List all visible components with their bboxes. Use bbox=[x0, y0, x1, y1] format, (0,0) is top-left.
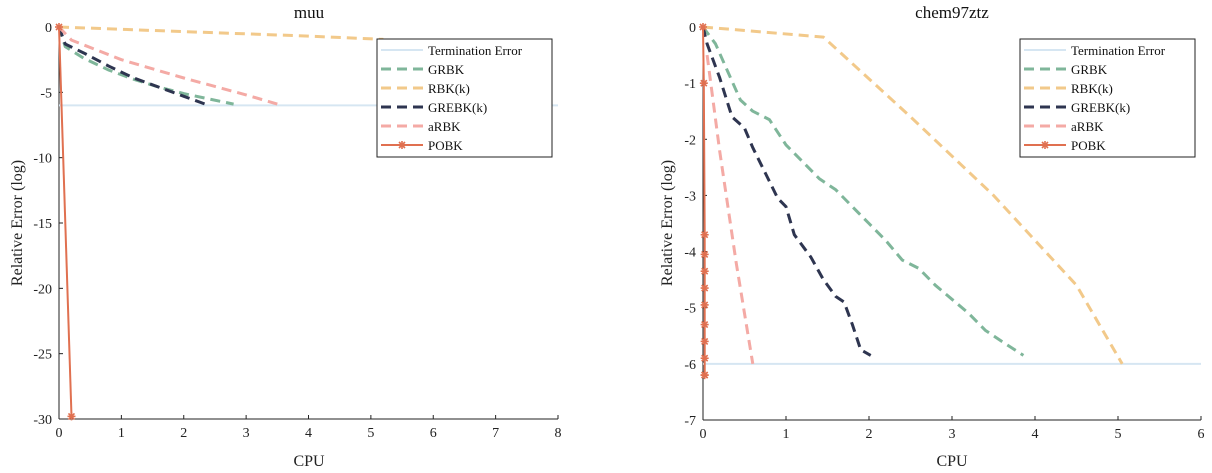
x-tick-label: 0 bbox=[56, 426, 63, 441]
y-tick-label: 0 bbox=[689, 21, 696, 36]
y-tick-label: -1 bbox=[684, 77, 696, 92]
y-tick-label: -10 bbox=[33, 152, 52, 167]
x-tick-label: 6 bbox=[1198, 427, 1205, 442]
series-line-rbk-k bbox=[58, 25, 384, 41]
y-tick-label: -25 bbox=[33, 348, 52, 363]
marker-stroke bbox=[55, 23, 63, 31]
x-tick-label: 1 bbox=[118, 426, 125, 441]
x-tick-label: 7 bbox=[492, 426, 499, 441]
legend-entry-label: aRBK bbox=[428, 119, 461, 134]
y-tick-label: -5 bbox=[684, 302, 696, 317]
pobk-marker bbox=[700, 320, 709, 329]
x-tick-label: 1 bbox=[783, 427, 790, 442]
pobk-marker bbox=[700, 284, 709, 293]
legend: Termination Error GRBK RBK(k) GREBK(k) aRBK P… bbox=[1019, 38, 1196, 158]
series-line-grebk-k bbox=[57, 26, 210, 107]
pobk-marker bbox=[699, 79, 708, 88]
x-tick-label: 2 bbox=[180, 426, 187, 441]
y-tick-label: -20 bbox=[33, 282, 52, 297]
x-tick-label: 3 bbox=[949, 427, 956, 442]
pobk-marker bbox=[700, 337, 709, 346]
y-tick-label: 0 bbox=[45, 21, 52, 36]
x-tick-label: 6 bbox=[430, 426, 437, 441]
series-line-arbk bbox=[705, 54, 755, 365]
y-tick-label: -7 bbox=[684, 414, 696, 429]
x-tick-label: 2 bbox=[866, 427, 873, 442]
marker-stroke bbox=[701, 337, 709, 345]
legend-entry-label: RBK(k) bbox=[1071, 81, 1113, 96]
pobk-marker bbox=[700, 300, 709, 309]
legend: Termination Error GRBK RBK(k) GREBK(k) aRBK P… bbox=[376, 38, 553, 158]
marker-stroke bbox=[701, 301, 709, 309]
legend-entry-label: GREBK(k) bbox=[1071, 100, 1130, 115]
x-axis-label: CPU bbox=[293, 453, 325, 470]
chart-title: chem97ztz bbox=[915, 3, 989, 22]
legend-entry-label: aRBK bbox=[1071, 119, 1104, 134]
chart-panel-chem97ztz: chem97ztz CPU Relative Error (log) 0 1 2 3 4… bbox=[659, 3, 1205, 470]
x-axis-label: CPU bbox=[936, 453, 968, 470]
x-tick-label: 4 bbox=[1032, 427, 1039, 442]
series-line-grebk-k bbox=[701, 26, 872, 357]
x-tick-label: 0 bbox=[700, 427, 707, 442]
legend-box bbox=[376, 38, 553, 158]
y-axis-label: Relative Error (log) bbox=[659, 160, 676, 286]
legend-marker-stroke bbox=[1041, 141, 1049, 149]
y-tick-label: -6 bbox=[684, 358, 696, 373]
marker-stroke bbox=[701, 320, 709, 329]
marker-stroke bbox=[701, 267, 709, 275]
series-line-rbk-k bbox=[702, 25, 1124, 365]
marker-stroke bbox=[699, 23, 707, 31]
marker-stroke bbox=[700, 79, 708, 87]
marker-stroke bbox=[701, 371, 709, 379]
x-tick-label: 4 bbox=[305, 426, 312, 441]
y-axis-label: Relative Error (log) bbox=[9, 160, 26, 286]
y-tick-label: -15 bbox=[33, 217, 52, 232]
series-line-grbk bbox=[57, 26, 234, 106]
legend-marker-stroke bbox=[398, 141, 406, 149]
legend-entry-label: Termination Error bbox=[1071, 43, 1166, 58]
series-line-grbk bbox=[701, 26, 1025, 357]
pobk-marker bbox=[700, 267, 709, 276]
y-tick-label: -30 bbox=[33, 413, 52, 428]
marker-stroke bbox=[701, 231, 709, 239]
pobk-marker bbox=[700, 371, 709, 380]
legend-entry-label: RBK(k) bbox=[428, 81, 470, 96]
pobk-marker bbox=[699, 23, 707, 31]
marker-stroke bbox=[67, 412, 76, 420]
legend-entry-label: GRBK bbox=[428, 62, 465, 77]
legend-entry-label: GREBK(k) bbox=[428, 100, 487, 115]
x-tick-label: 5 bbox=[1115, 427, 1122, 442]
pobk-marker bbox=[700, 354, 709, 363]
legend-entry-label: Termination Error bbox=[428, 43, 523, 58]
x-tick-label: 5 bbox=[367, 426, 374, 441]
legend-box bbox=[1019, 38, 1196, 158]
y-tick-label: -3 bbox=[684, 189, 696, 204]
legend-entry-label: POBK bbox=[428, 138, 463, 153]
pobk-marker bbox=[700, 230, 709, 239]
marker-stroke bbox=[701, 250, 709, 258]
legend-entry-label: GRBK bbox=[1071, 62, 1108, 77]
series-line-pobk bbox=[58, 26, 73, 417]
marker-stroke bbox=[701, 354, 709, 362]
x-tick-label: 3 bbox=[243, 426, 250, 441]
legend-entry-label: POBK bbox=[1071, 138, 1106, 153]
pobk-marker bbox=[55, 23, 63, 31]
chart-panel-muu: muu CPU Relative Error (log) 0 1 2 3 4 5 6 7 80-… bbox=[9, 3, 562, 470]
y-tick-label: -2 bbox=[684, 133, 696, 148]
y-tick-label: -5 bbox=[40, 86, 52, 101]
pobk-marker bbox=[700, 250, 709, 259]
pobk-marker bbox=[67, 412, 76, 421]
x-tick-label: 8 bbox=[555, 426, 562, 441]
marker-stroke bbox=[701, 284, 709, 292]
series-line-arbk bbox=[57, 25, 278, 106]
y-tick-label: -4 bbox=[684, 246, 696, 261]
chart-title: muu bbox=[294, 3, 325, 22]
